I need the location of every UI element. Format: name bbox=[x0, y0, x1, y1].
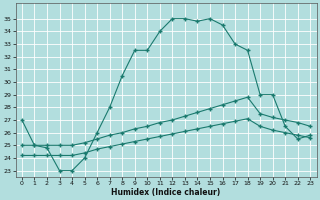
X-axis label: Humidex (Indice chaleur): Humidex (Indice chaleur) bbox=[111, 188, 221, 197]
